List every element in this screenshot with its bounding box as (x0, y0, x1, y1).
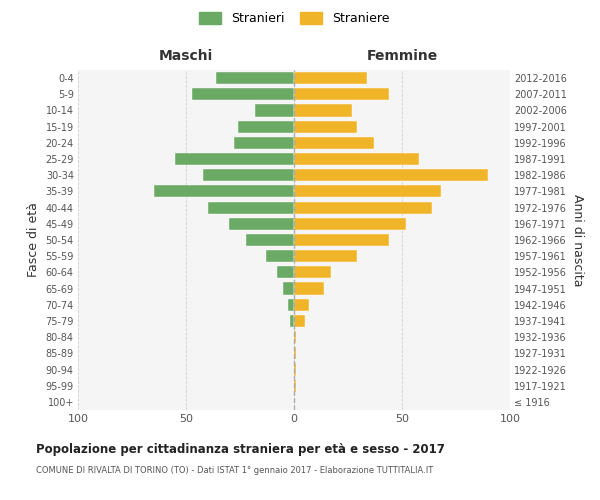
Bar (238, 120, 294, 132)
Bar (229, 218, 294, 230)
Bar (294, 202, 432, 213)
Bar (283, 282, 294, 294)
Bar (154, 186, 294, 198)
Bar (294, 298, 309, 311)
Bar (294, 72, 367, 84)
Bar (294, 266, 331, 278)
Bar (294, 88, 389, 101)
Bar (294, 120, 356, 132)
Bar (247, 234, 294, 246)
Bar (216, 72, 294, 84)
Bar (294, 348, 296, 360)
Bar (277, 266, 294, 278)
Bar (294, 153, 419, 165)
Text: Maschi: Maschi (159, 49, 213, 63)
Y-axis label: Fasce di età: Fasce di età (27, 202, 40, 278)
Bar (294, 169, 488, 181)
Bar (294, 282, 324, 294)
Bar (294, 331, 296, 343)
Bar (233, 137, 294, 149)
Text: Popolazione per cittadinanza straniera per età e sesso - 2017: Popolazione per cittadinanza straniera p… (36, 442, 445, 456)
Bar (208, 202, 294, 213)
Bar (294, 104, 352, 117)
Bar (294, 380, 296, 392)
Bar (193, 88, 294, 101)
Bar (287, 298, 294, 311)
Bar (294, 137, 374, 149)
Bar (294, 250, 356, 262)
Bar (203, 169, 294, 181)
Bar (294, 218, 406, 230)
Text: COMUNE DI RIVALTA DI TORINO (TO) - Dati ISTAT 1° gennaio 2017 - Elaborazione TUT: COMUNE DI RIVALTA DI TORINO (TO) - Dati … (36, 466, 433, 475)
Bar (175, 153, 294, 165)
Bar (290, 315, 294, 327)
Bar (294, 364, 296, 376)
Legend: Stranieri, Straniere: Stranieri, Straniere (199, 12, 389, 25)
Bar (294, 315, 305, 327)
Bar (255, 104, 294, 117)
Bar (266, 250, 294, 262)
Text: Femmine: Femmine (367, 49, 437, 63)
Bar (294, 186, 441, 198)
Bar (294, 234, 389, 246)
Y-axis label: Anni di nascita: Anni di nascita (571, 194, 584, 286)
